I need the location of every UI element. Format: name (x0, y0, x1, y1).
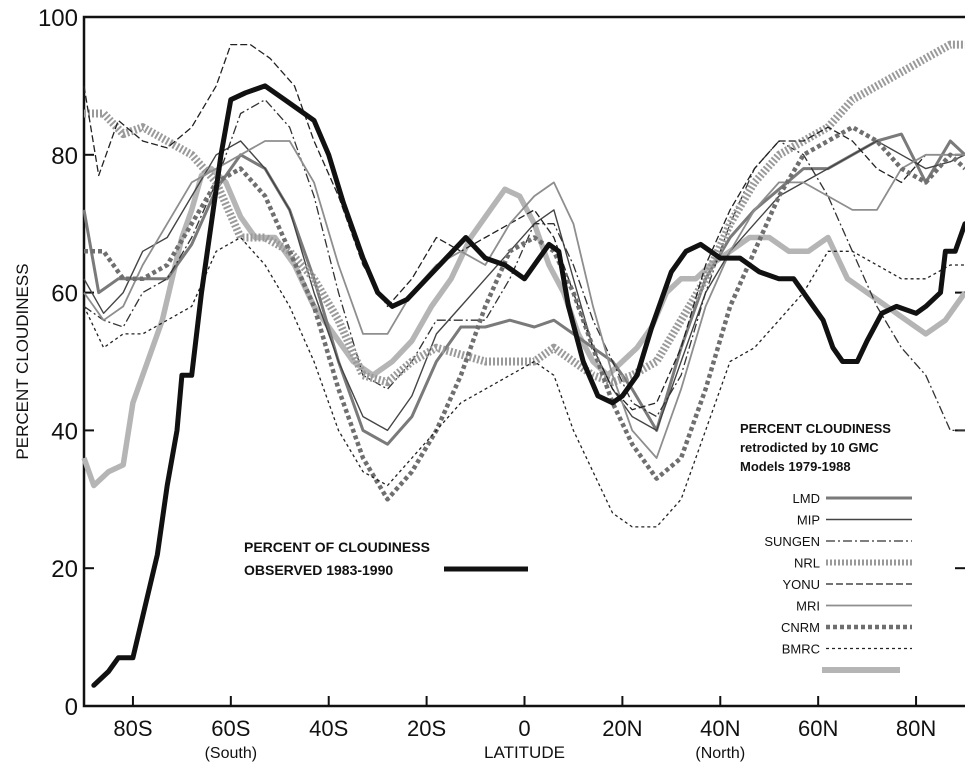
legend-label: SUNGEN (764, 534, 820, 549)
series-line-nrl (84, 40, 965, 387)
series-line-bmrc (83, 236, 965, 528)
legend-entry: YONU (782, 577, 912, 592)
legend-title-line-1: PERCENT CLOUDINESS (740, 421, 891, 436)
x-tick-label: 40N (700, 716, 740, 741)
legend-entry: NRL (794, 556, 912, 571)
x-tick-label: 20N (602, 716, 642, 741)
legend-entry: MIP (797, 513, 912, 528)
observed-annotation-line-1: PERCENT OF CLOUDINESS (244, 539, 430, 555)
series-line-observed (91, 83, 965, 688)
legend-label: MIP (797, 513, 820, 528)
x-tick-label: 40S (309, 716, 348, 741)
legend-entry: BMRC (782, 642, 912, 657)
y-tick-label: 60 (51, 281, 78, 308)
x-tick-label: 80S (113, 716, 152, 741)
series-line-yonu (83, 43, 965, 411)
x-tick-label: 20S (407, 716, 446, 741)
x-axis-label: LATITUDE (484, 743, 565, 762)
legend-entry: MRI (796, 599, 912, 614)
series-line-mri (83, 140, 965, 459)
hemisphere-south-label: (South) (205, 745, 257, 762)
legend-title-line-2: retrodicted by 10 GMC (740, 440, 879, 455)
axes: 0 20 40 60 80 100 80S 60S 40S 20S 0 20N 40N 60N 80N (38, 5, 965, 741)
y-axis-label: PERCENT CLOUDINESS (13, 263, 32, 459)
x-tick-label: 0 (518, 716, 530, 741)
observed-annotation-line-2: OBSERVED 1983-1990 (244, 562, 393, 578)
legend-label: MRI (796, 599, 820, 614)
x-tick-label: 80N (896, 716, 936, 741)
series-line-sungen (83, 99, 965, 432)
x-tick-label: 60S (211, 716, 250, 741)
y-tick-label: 80 (51, 143, 78, 170)
legend: LMD MIP SUNGEN NRL YONU MRI CNRM BMRC (764, 491, 912, 673)
legend-entry: LMD (793, 491, 912, 506)
legend-label: LMD (793, 491, 820, 506)
x-tick-label: 60N (798, 716, 838, 741)
legend-entry: CNRM (781, 620, 912, 635)
legend-label: BMRC (782, 642, 820, 657)
y-tick-label: 0 (65, 694, 78, 721)
series-line-unlabeled (81, 165, 965, 489)
legend-label: NRL (794, 556, 820, 571)
legend-label: YONU (782, 577, 820, 592)
series-layer (81, 40, 965, 688)
y-tick-label: 100 (38, 5, 78, 32)
legend-label: CNRM (781, 620, 820, 635)
legend-title-line-3: Models 1979-1988 (740, 459, 851, 474)
y-tick-label: 40 (51, 418, 78, 445)
legend-entry: SUNGEN (764, 534, 912, 549)
series-line-cnrm (84, 124, 965, 502)
y-tick-label: 20 (51, 556, 78, 583)
hemisphere-north-label: (North) (695, 745, 745, 762)
